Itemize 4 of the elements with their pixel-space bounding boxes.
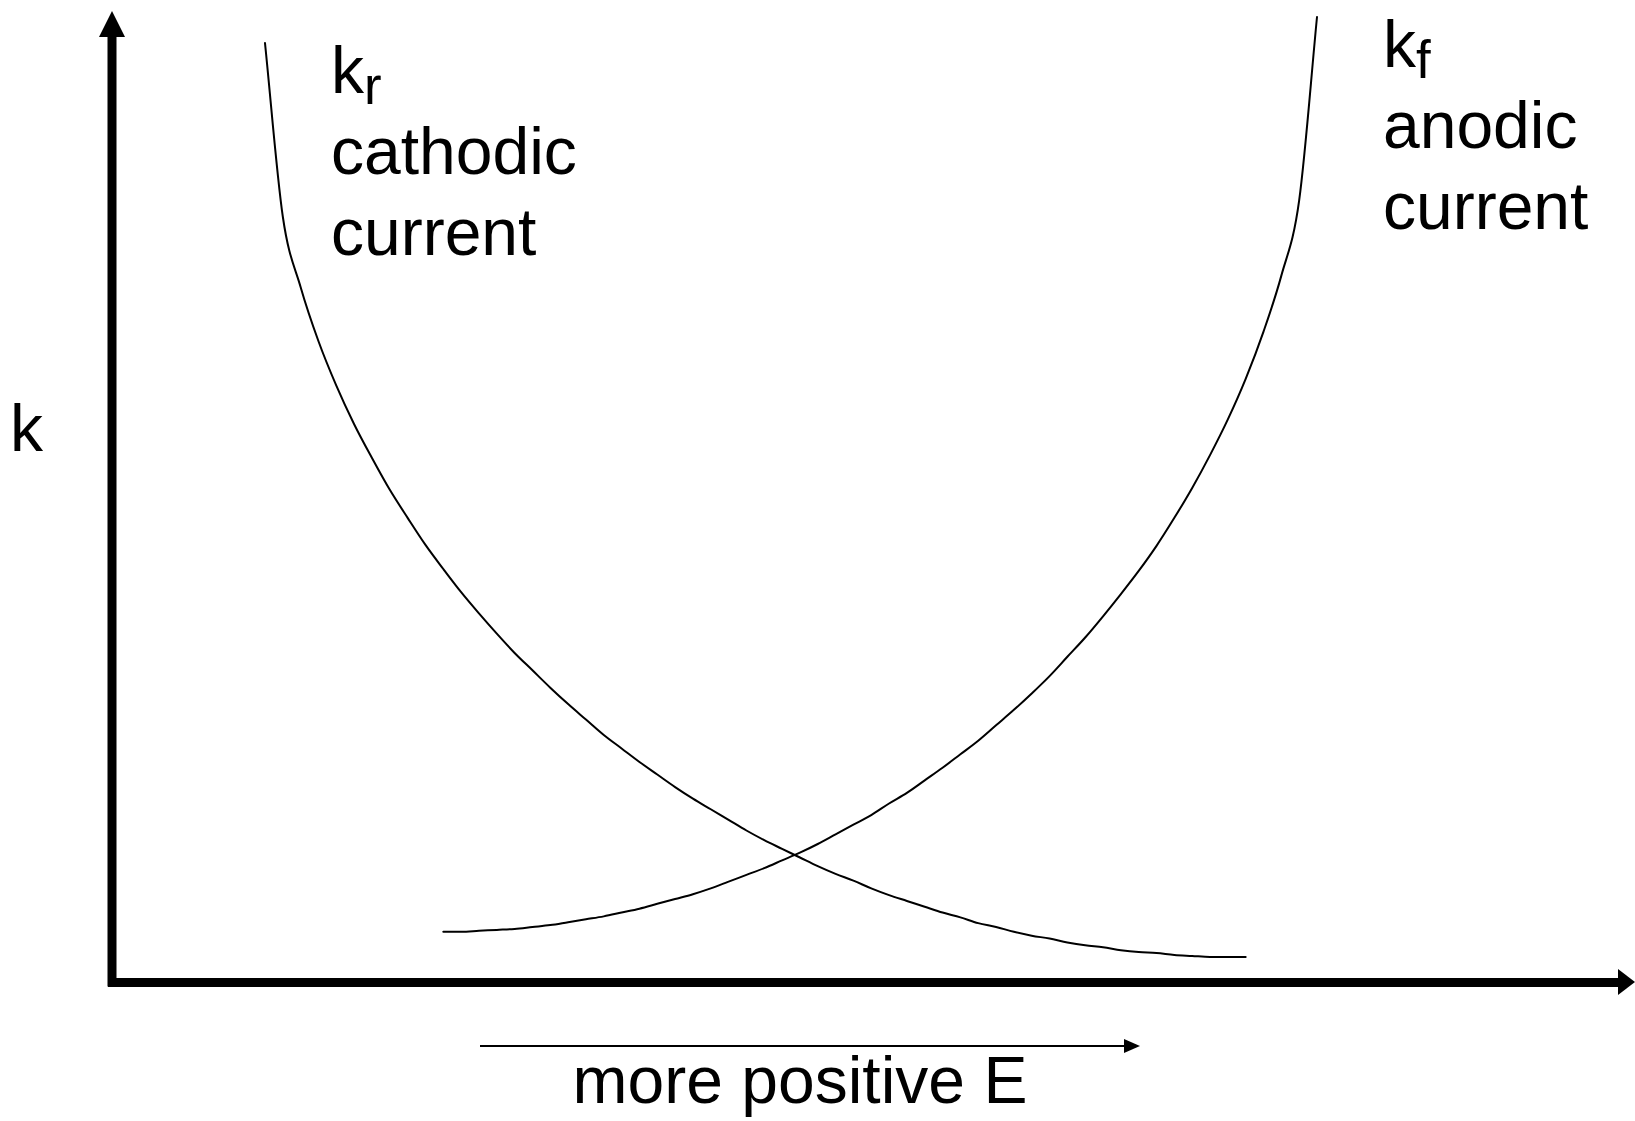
x-axis-title: more positive E (571, 1042, 1029, 1119)
series-label: k$_{r}$ cathodic current (331, 32, 577, 272)
series-label: k$_{f}$ anodic current (1383, 6, 1589, 245)
y-axis-title: k (10, 390, 43, 467)
